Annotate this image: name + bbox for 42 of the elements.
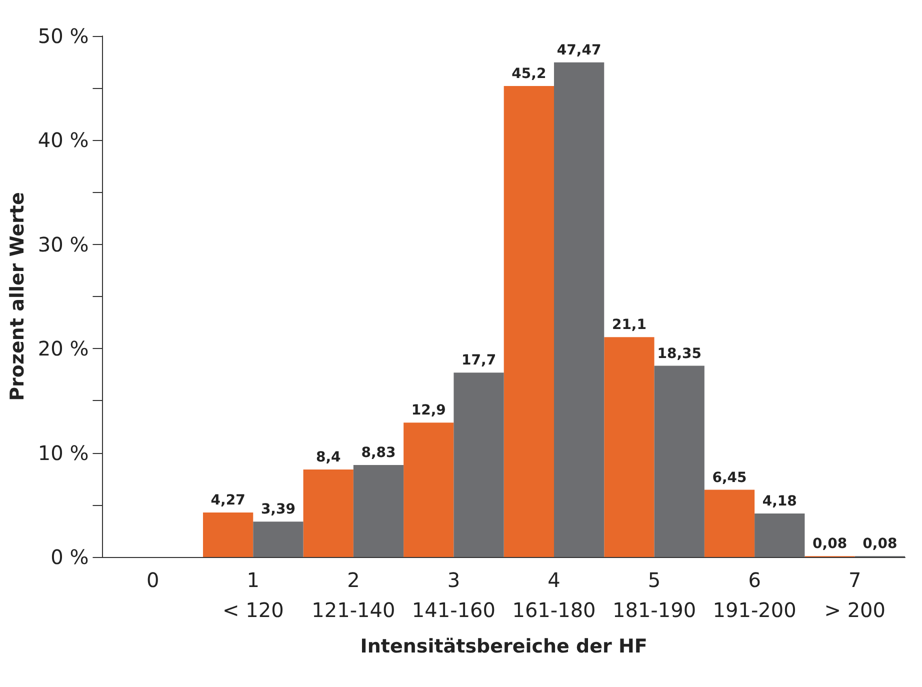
x-tick-label: 5 181-190: [612, 568, 696, 622]
bar: [303, 469, 354, 557]
data-label: 12,9: [411, 402, 446, 419]
bar: [253, 522, 304, 557]
x-tick-label: 6 191-200: [712, 568, 796, 622]
data-label: 8,83: [361, 444, 396, 461]
y-tick-label: 30 %: [38, 232, 89, 256]
x-axis-title: Intensitätsbereiche der HF: [360, 636, 648, 658]
data-label: 3,39: [260, 502, 296, 518]
bar: [454, 372, 504, 557]
y-tick-label: 50 %: [38, 24, 89, 48]
data-label: 6,45: [712, 470, 747, 486]
bar: [353, 464, 404, 557]
y-tick-label: 40 %: [38, 128, 89, 152]
bar: [202, 512, 254, 557]
data-label: 4,27: [210, 492, 246, 509]
data-label: 47,47: [556, 42, 602, 58]
y-tick-label: 0 %: [50, 545, 89, 569]
x-tick-label: 1 < 120: [222, 568, 284, 622]
data-label: 21,1: [612, 317, 646, 334]
bar: [554, 62, 604, 557]
y-tick-label: 20 %: [38, 336, 89, 361]
x-tick-label: 0: [146, 568, 160, 592]
bar: [604, 337, 654, 557]
data-label: 0,08: [862, 536, 898, 552]
bar: [754, 513, 805, 557]
bar: [654, 366, 704, 557]
data-label: 18,35: [657, 346, 702, 362]
x-tick-label: 2 121-140: [312, 568, 396, 622]
y-tick-label: 10 %: [38, 440, 89, 465]
data-label: 45,2: [512, 66, 546, 82]
bar: [704, 490, 755, 557]
data-label: 17,7: [462, 352, 496, 369]
bar: [504, 86, 554, 557]
data-label: 8,4: [316, 449, 342, 466]
data-label: 4,18: [762, 493, 797, 510]
y-axis-title: Prozent aller Werte: [6, 192, 28, 401]
x-tick-label: 3 141-160: [412, 568, 496, 622]
x-tick-label: 7 > 200: [824, 568, 886, 622]
data-label: 0,08: [812, 536, 848, 552]
bar: [404, 422, 454, 557]
x-tick-label: 4 161-180: [512, 568, 596, 622]
